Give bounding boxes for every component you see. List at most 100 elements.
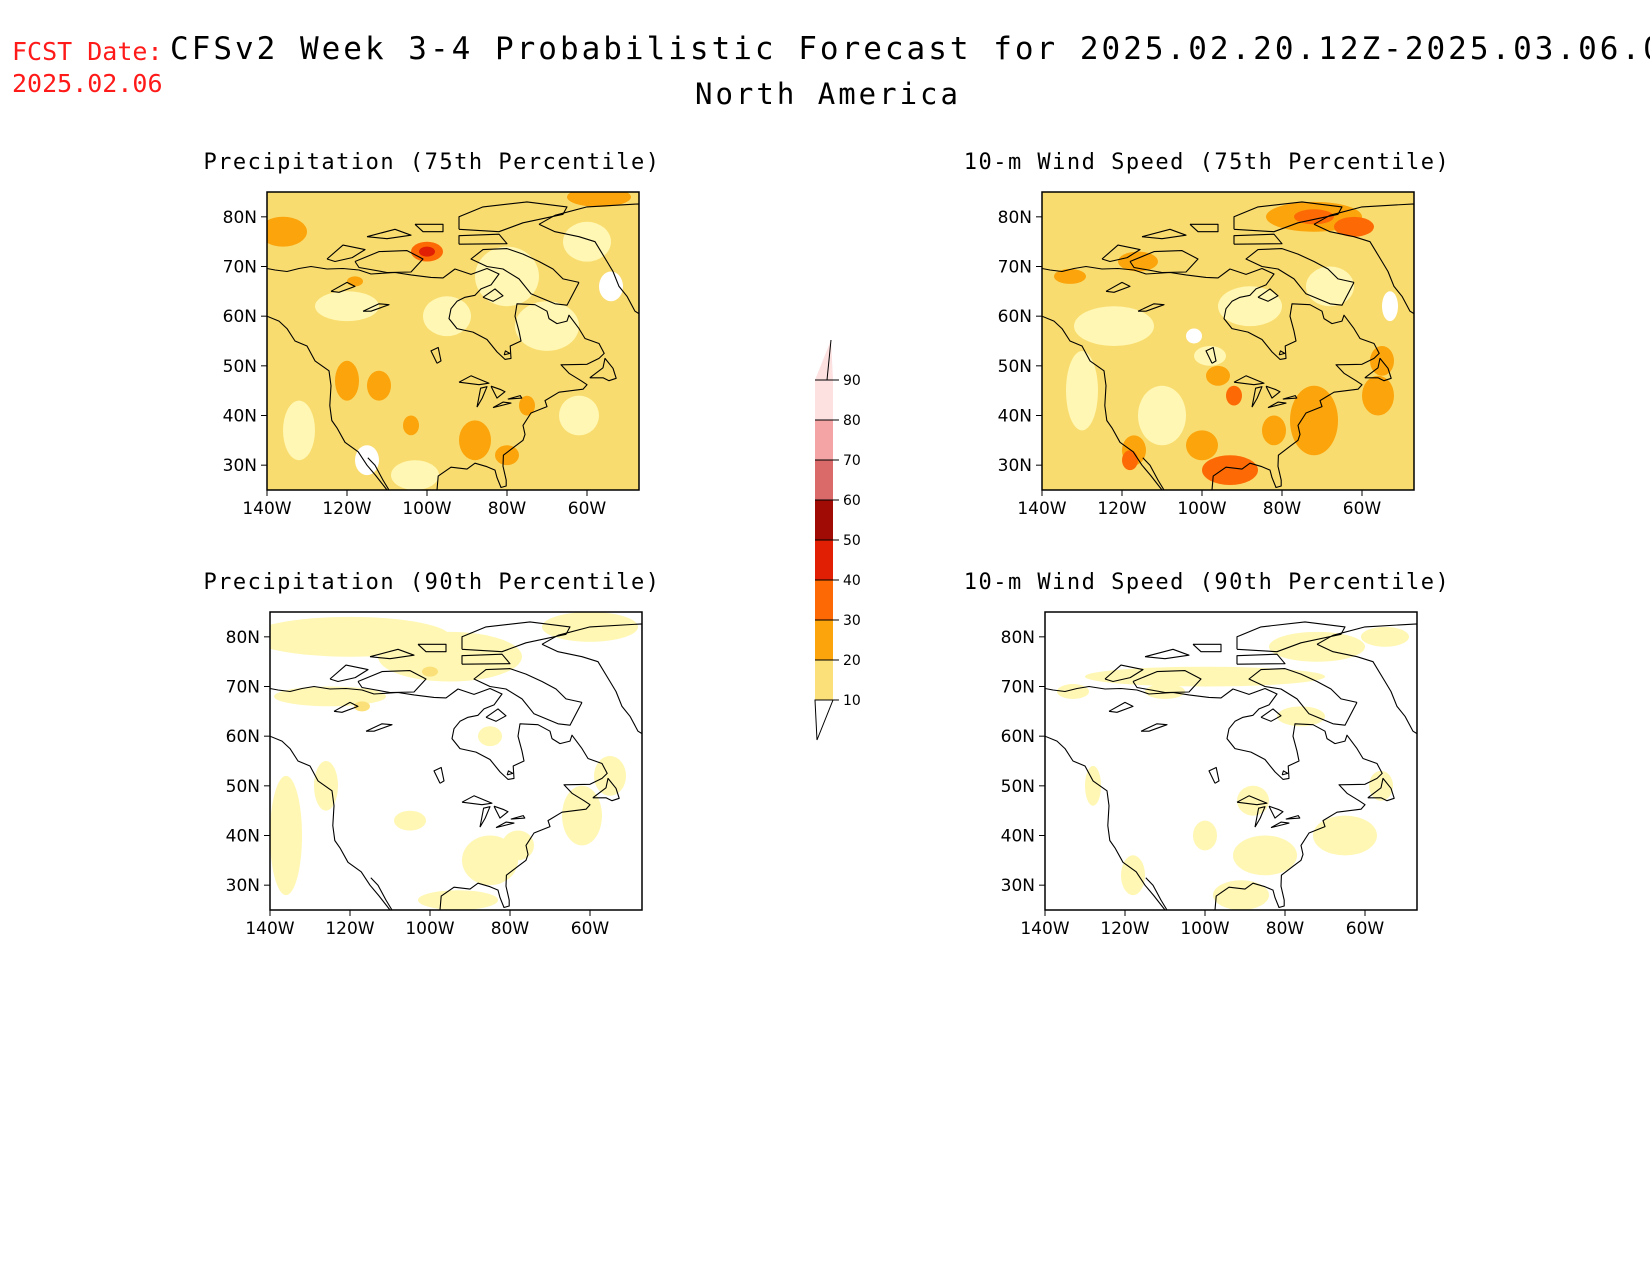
coastline <box>329 664 369 683</box>
probability-contour-patch <box>567 192 631 207</box>
coastline <box>1101 244 1141 263</box>
lat-label: 80N <box>223 208 257 228</box>
coastline <box>270 685 608 910</box>
probability-contour-patch <box>1202 455 1258 485</box>
map-frame <box>269 611 643 911</box>
probability-contour-patch <box>559 395 599 436</box>
coastline <box>476 386 488 408</box>
coastline <box>1129 250 1199 274</box>
coastline <box>589 357 617 382</box>
lon-label: 120W <box>322 499 371 519</box>
colorbar-label: 30 <box>843 613 861 629</box>
lat-label: 80N <box>1001 628 1035 648</box>
coastline <box>1140 723 1168 732</box>
map-frame <box>266 191 640 491</box>
coastline <box>461 795 493 806</box>
coastline <box>1265 385 1281 399</box>
forecast-date-block: FCST Date: 2025.02.06 <box>12 36 163 100</box>
lon-label: 100W <box>402 499 451 519</box>
colorbar-label: 50 <box>843 533 861 549</box>
lon-label: 60W <box>568 499 607 519</box>
coastline <box>1233 201 1343 233</box>
coastline <box>417 643 447 653</box>
colorbar-label: 20 <box>843 653 861 669</box>
coastline <box>482 288 504 302</box>
probability-contour-patch <box>1066 351 1098 431</box>
coastline <box>1260 708 1282 722</box>
lon-label: 140W <box>1017 499 1066 519</box>
colorbar-label: 10 <box>843 693 861 709</box>
probability-contour-patch <box>1194 346 1226 366</box>
coastline <box>1141 228 1187 240</box>
lon-label: 80W <box>1266 919 1305 939</box>
coastline <box>1108 701 1134 713</box>
probability-contour-patch <box>459 420 491 461</box>
colorbar-label: 80 <box>843 413 861 429</box>
lat-label: 70N <box>1001 678 1035 698</box>
colorbar: 10 20 30 40 50 60 70 80 90 <box>814 339 861 741</box>
probability-contour-patch <box>1313 815 1377 856</box>
probability-contour-patch <box>335 360 359 401</box>
coastline <box>1132 670 1202 694</box>
coastline <box>1233 375 1265 386</box>
probability-contour-patch <box>1277 706 1325 727</box>
lon-label: 140W <box>1020 919 1069 939</box>
probability-contour-patch <box>478 726 502 747</box>
coastline <box>1142 457 1165 490</box>
lat-label: 30N <box>226 876 260 896</box>
probability-contour-patch <box>394 810 426 831</box>
probability-contour-patch <box>563 221 611 262</box>
probability-contour-patch <box>270 775 302 896</box>
coastline <box>490 385 506 399</box>
probability-contour-patch <box>599 271 623 302</box>
colorbar-segment <box>815 500 833 540</box>
coastline <box>326 244 366 263</box>
probability-contour-patch <box>367 370 391 401</box>
coastline <box>1282 395 1298 400</box>
coastline <box>1189 223 1219 233</box>
coastline <box>485 708 507 722</box>
coastline <box>270 735 391 910</box>
colorbar-segment <box>815 460 833 500</box>
coastline <box>433 766 445 784</box>
probability-contour-patch <box>419 246 435 257</box>
probability-contour-patch <box>347 276 363 287</box>
probability-contour-patch <box>1213 880 1269 910</box>
lat-label: 60N <box>226 727 260 747</box>
coastline <box>1248 668 1358 726</box>
lat-label: 50N <box>1001 777 1035 797</box>
coastline <box>541 623 642 735</box>
probability-contour-patch <box>403 415 419 436</box>
coastline <box>1236 621 1346 653</box>
coastline <box>1278 350 1286 356</box>
coastline <box>1267 401 1287 409</box>
probability-contour-patch <box>515 301 579 351</box>
coastline <box>1251 386 1263 408</box>
coastline <box>1045 685 1383 910</box>
lon-label: 120W <box>1097 499 1146 519</box>
coastline <box>458 233 508 245</box>
colorbar-segment <box>815 540 833 580</box>
lat-label: 40N <box>226 827 260 847</box>
probability-contour-patch <box>1294 209 1334 225</box>
lat-label: 50N <box>998 357 1032 377</box>
probability-contour-patch <box>1206 365 1230 386</box>
coastline <box>1144 648 1190 660</box>
probability-contour-patch <box>502 830 534 861</box>
probability-contour-patch <box>378 631 522 682</box>
colorbar-lower-extension <box>814 699 834 741</box>
coastline <box>1285 815 1301 820</box>
probability-contour-patch <box>1085 765 1101 806</box>
coastline <box>458 375 490 386</box>
probability-contour-patch <box>1138 385 1186 446</box>
coastline <box>538 203 639 315</box>
lat-label: 40N <box>998 407 1032 427</box>
coastline <box>1254 806 1266 828</box>
lon-label: 60W <box>571 919 610 939</box>
map-wind-90: 80N 70N 60N 50N 40N 30N 140W 120W 100W 80W 60W <box>1001 611 1418 939</box>
coastline <box>1268 805 1284 819</box>
coastline <box>1367 777 1395 802</box>
probability-contour-patch <box>562 785 602 846</box>
coastline <box>1145 877 1168 910</box>
coastline <box>506 770 514 776</box>
